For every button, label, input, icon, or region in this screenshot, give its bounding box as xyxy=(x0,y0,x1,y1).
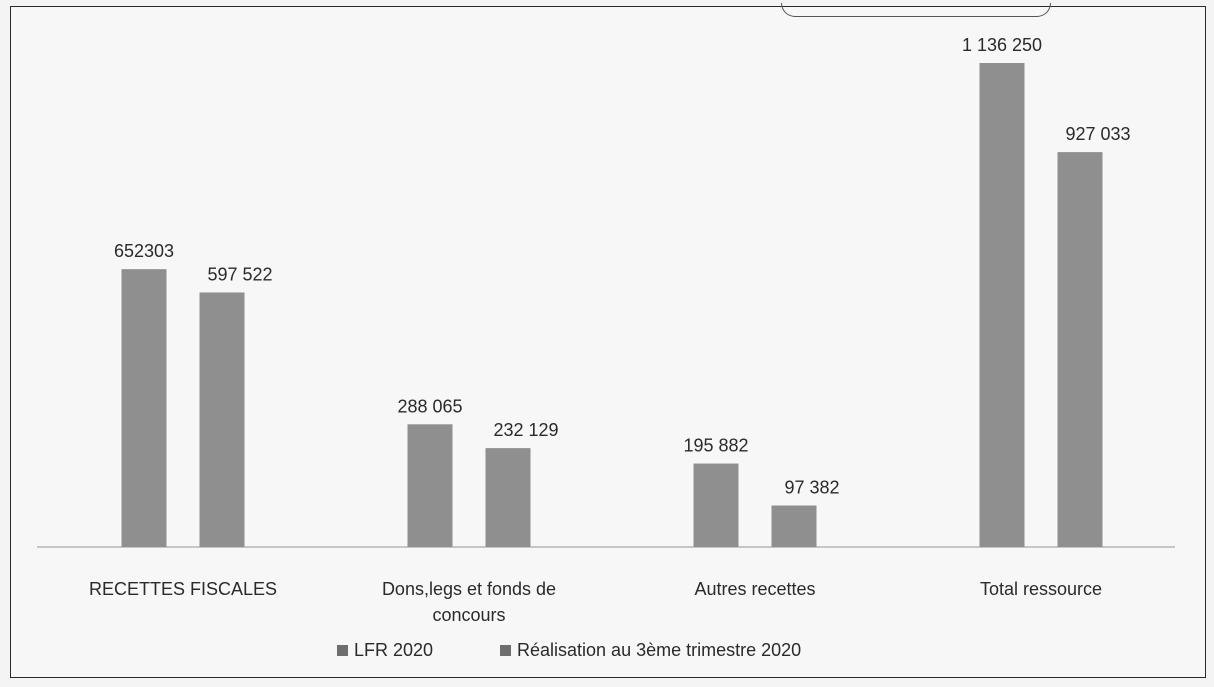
bar-lfr-1 xyxy=(407,424,453,547)
bar-lfr-3 xyxy=(979,63,1025,547)
data-label-realisation-3: 927 033 xyxy=(1065,124,1130,144)
data-label-lfr-2: 195 882 xyxy=(683,436,748,456)
bar-lfr-0 xyxy=(121,269,167,547)
category-label-2: Autres recettes xyxy=(694,579,815,599)
data-label-lfr-1: 288 065 xyxy=(397,396,462,416)
category-label-3: Total ressource xyxy=(980,579,1102,599)
data-label-realisation-1: 232 129 xyxy=(493,420,558,440)
category-label-0: RECETTES FISCALES xyxy=(89,579,277,599)
category-label-1-line1: concours xyxy=(432,605,505,625)
legend-swatch-0 xyxy=(337,645,348,656)
chart-frame: 652303 288 065 195 882 1 136 250 597 522 232 … xyxy=(10,3,1206,678)
bar-realisation-2 xyxy=(771,505,817,547)
bar-chart: 652303 288 065 195 882 1 136 250 597 522 232 … xyxy=(37,35,1175,660)
data-label-lfr-0: 652303 xyxy=(114,241,174,261)
bar-realisation-0 xyxy=(199,292,245,547)
bar-lfr-2 xyxy=(693,463,739,547)
data-label-lfr-3: 1 136 250 xyxy=(962,35,1042,55)
legend-swatch-1 xyxy=(500,645,511,656)
data-label-realisation-0: 597 522 xyxy=(207,264,272,284)
bar-realisation-3 xyxy=(1057,152,1103,547)
legend-item-lfr: LFR 2020 xyxy=(354,640,433,660)
category-label-1: Dons,legs et fonds de xyxy=(382,579,556,599)
data-label-realisation-2: 97 382 xyxy=(784,478,839,498)
bar-realisation-1 xyxy=(485,448,531,547)
legend-item-realisation: Réalisation au 3ème trimestre 2020 xyxy=(517,640,801,660)
